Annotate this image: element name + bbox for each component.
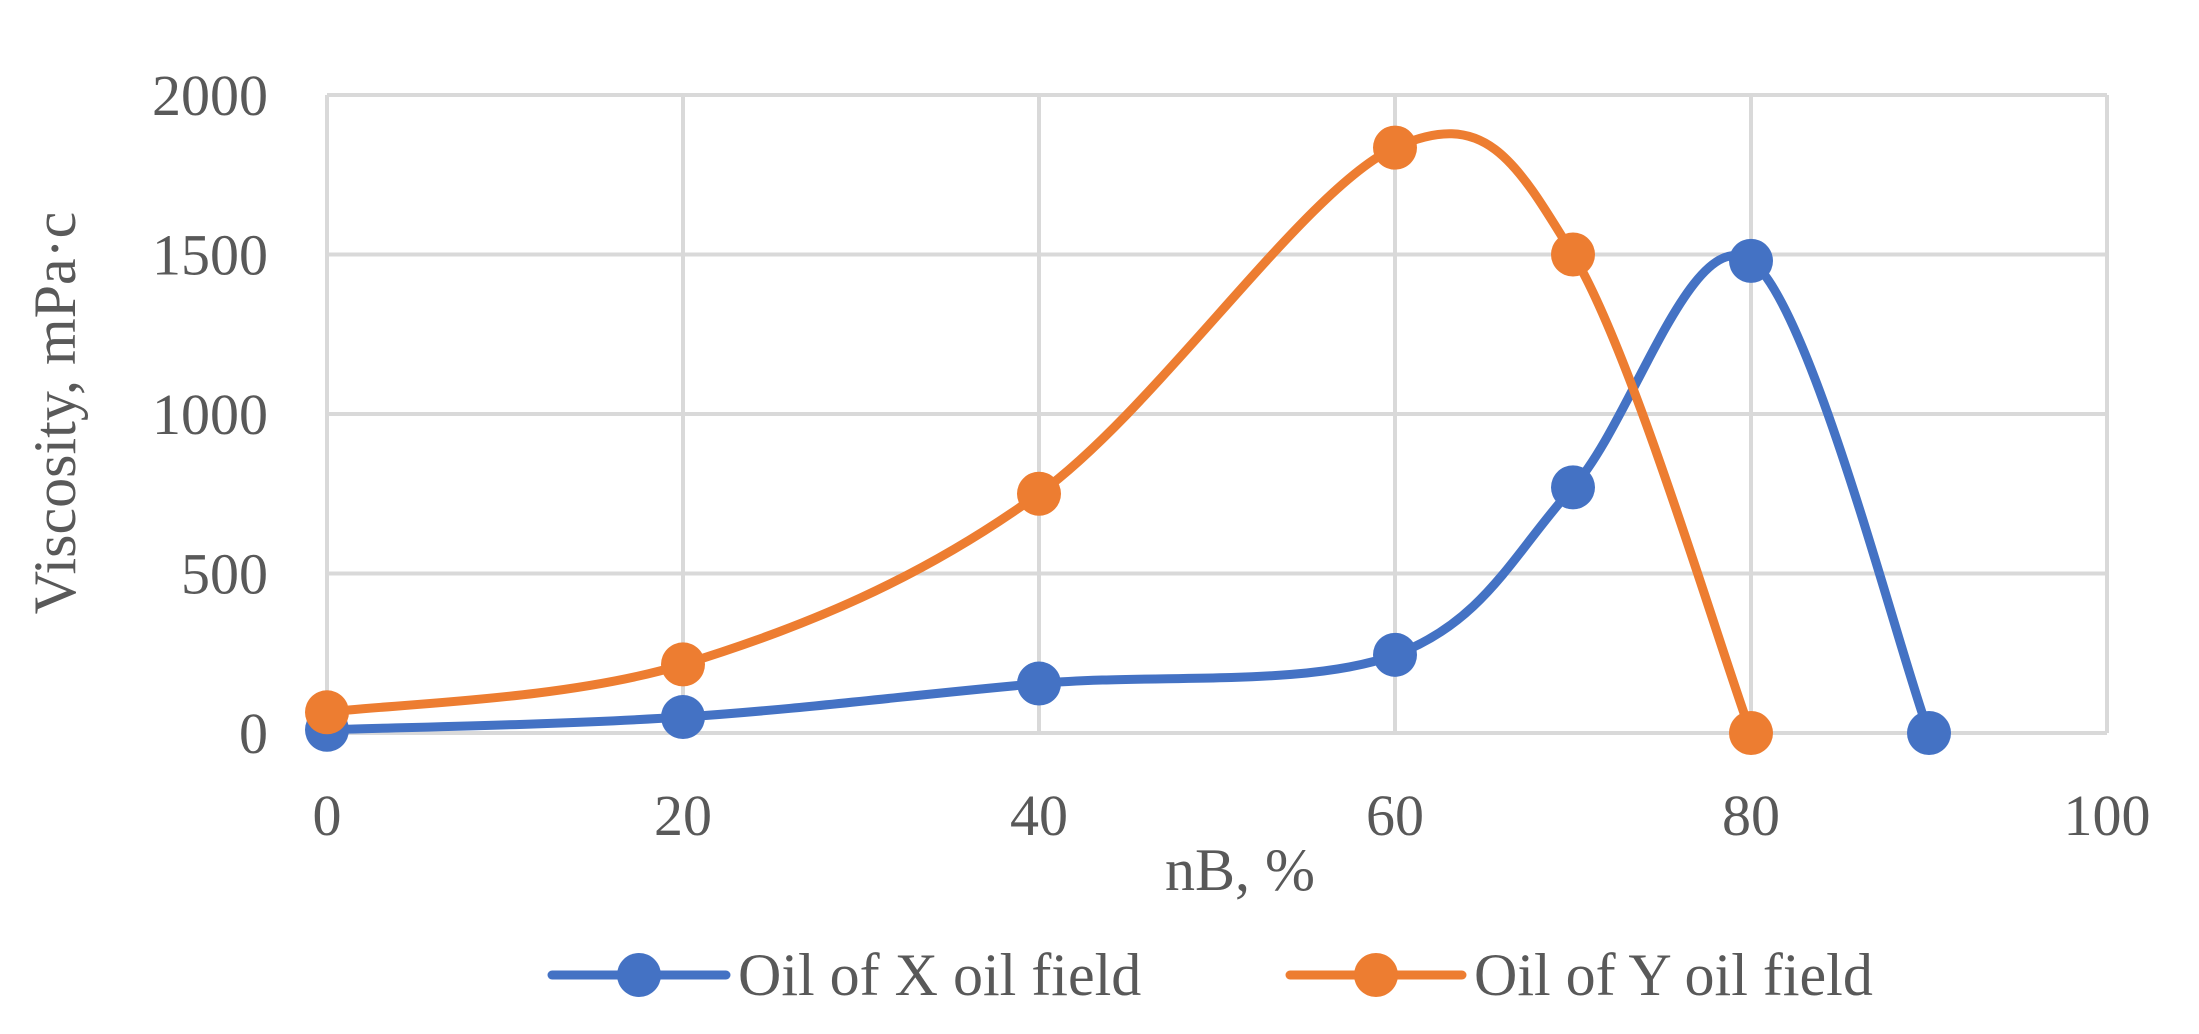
y-tick-label: 1000 — [152, 382, 268, 447]
x-tick-label: 40 — [1010, 783, 1068, 848]
y-axis-tick-labels: 0 500 1000 1500 2000 — [152, 63, 268, 766]
data-series — [305, 125, 1951, 755]
legend-swatch-marker — [617, 953, 661, 997]
data-point — [1551, 465, 1595, 510]
data-point — [1729, 711, 1773, 755]
data-point — [1907, 711, 1951, 755]
data-point — [1017, 471, 1061, 516]
legend-label: Oil of X oil field — [738, 942, 1141, 1008]
x-tick-label: 80 — [1722, 783, 1780, 848]
data-point — [661, 642, 705, 687]
y-axis-title: Viscosity, mPa·c — [22, 212, 88, 614]
data-point — [661, 695, 705, 740]
data-point — [1017, 661, 1061, 706]
x-tick-label: 100 — [2064, 783, 2151, 848]
y-tick-label: 2000 — [152, 63, 268, 128]
series-line — [322, 129, 1756, 738]
x-axis-tick-labels: 0 20 40 60 80 100 — [313, 783, 2151, 848]
gridlines — [325, 93, 2109, 735]
legend-item: Oil of X oil field — [547, 942, 1141, 1008]
legend-label: Oil of Y oil field — [1474, 942, 1873, 1008]
y-tick-label: 0 — [239, 701, 268, 766]
data-point — [305, 690, 349, 735]
x-tick-label: 60 — [1366, 783, 1424, 848]
y-tick-label: 500 — [181, 542, 268, 607]
x-axis-title: nB, % — [1165, 837, 1315, 903]
x-tick-label: 0 — [313, 783, 342, 848]
data-point — [1373, 632, 1417, 677]
legend: Oil of X oil field Oil of Y oil field — [547, 942, 1873, 1008]
legend-item: Oil of Y oil field — [1285, 942, 1873, 1008]
series-y-oil-field — [305, 125, 1773, 755]
data-point — [1373, 125, 1417, 170]
y-tick-label: 1500 — [152, 223, 268, 288]
legend-swatch-marker — [1354, 953, 1398, 997]
x-tick-label: 20 — [654, 783, 712, 848]
data-point — [1729, 238, 1773, 283]
data-point — [1551, 232, 1595, 277]
